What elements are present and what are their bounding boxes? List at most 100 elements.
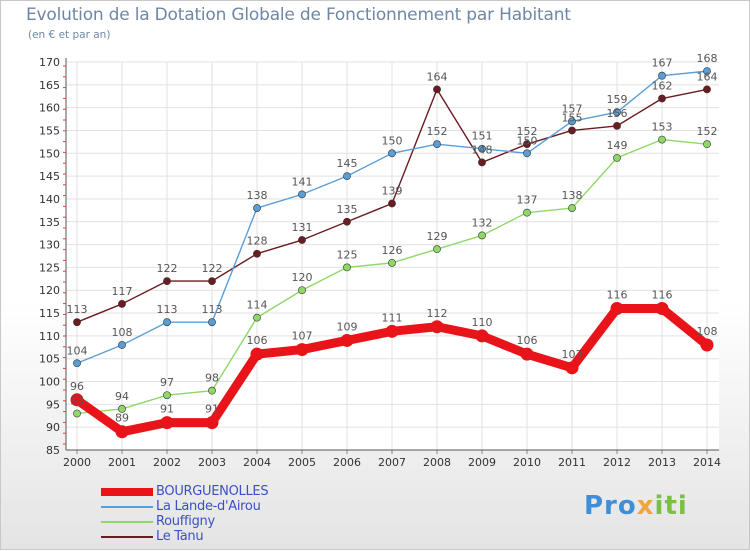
data-point [343,172,351,181]
y-tick-label: 110 [39,330,60,343]
y-tick-label: 95 [46,398,60,411]
data-label: 150 [517,134,538,147]
data-point [208,277,216,286]
data-point [568,126,576,135]
y-tick-label: 165 [39,79,60,92]
data-point [433,245,441,254]
y-tick-label: 150 [39,147,60,160]
data-label: 126 [382,244,403,257]
data-point [253,313,261,322]
y-tick-label: 160 [39,102,60,115]
data-label: 131 [292,221,313,234]
legend-item: Le Tanu [101,529,361,545]
data-point [613,122,621,130]
data-label: 122 [157,262,178,275]
data-point [523,149,531,158]
y-tick-label: 100 [39,376,60,389]
data-label: 148 [472,143,493,156]
data-label: 156 [607,107,628,120]
data-point [655,301,669,315]
y-tick-label: 145 [39,170,60,183]
legend-item: La Lande-d'Airou [101,499,361,515]
data-label: 93 [70,394,84,407]
data-point [475,329,489,343]
data-point [253,249,261,258]
legend-swatch [101,536,153,538]
data-label: 113 [202,303,223,316]
data-point [658,71,666,80]
data-point [610,301,624,315]
data-label: 128 [247,235,268,248]
data-label: 152 [427,125,448,138]
data-point [430,320,444,334]
data-point [478,231,486,240]
x-tick-label: 2001 [108,456,136,469]
data-label: 96 [70,380,84,393]
proxiti-logo: Proxiti [584,491,688,521]
legend-label: Le Tanu [156,529,204,544]
data-point [73,409,81,418]
data-point [118,300,126,308]
data-label: 113 [157,303,178,316]
data-label: 106 [517,334,538,347]
x-tick-label: 2009 [468,456,496,469]
data-point [700,338,714,352]
legend-swatch [101,506,153,508]
x-tick-label: 2007 [378,456,406,469]
data-point [568,117,576,126]
data-point [298,286,306,295]
data-label: 97 [160,376,174,389]
data-label: 138 [247,189,268,202]
data-label: 113 [67,303,88,316]
data-point [565,361,579,375]
data-point [160,416,174,430]
axes: 8590951001051101151201251301351401451501… [39,56,721,469]
data-point [658,135,666,144]
data-point [343,263,351,272]
y-tick-label: 135 [39,216,60,229]
y-tick-label: 125 [39,261,60,274]
data-point [118,405,126,413]
data-point [118,341,126,349]
data-label: 150 [382,134,403,147]
data-point [73,318,81,327]
data-label: 139 [382,185,403,198]
data-point [520,347,534,361]
x-tick-label: 2005 [288,456,316,469]
data-label: 120 [292,271,313,284]
data-point [613,153,621,162]
data-label: 108 [112,326,133,339]
data-label: 138 [562,189,583,202]
data-label: 125 [337,248,358,261]
data-point [613,108,621,117]
data-label: 145 [337,157,358,170]
y-tick-label: 115 [39,307,60,320]
data-point [478,158,486,167]
legend-swatch [101,521,153,523]
data-label: 162 [652,80,673,93]
data-point [115,425,129,439]
data-label: 151 [472,130,493,143]
data-point [523,140,531,149]
y-tick-label: 120 [39,284,60,297]
data-label: 112 [427,307,448,320]
x-tick-label: 2011 [558,456,586,469]
data-label: 153 [652,121,673,134]
data-point [163,277,171,286]
x-tick-label: 2012 [603,456,631,469]
data-point [163,318,171,327]
chart-title: Evolution de la Dotation Globale de Fonc… [26,5,571,25]
data-label: 152 [517,125,538,138]
data-point [523,208,531,217]
data-point [568,204,576,212]
y-tick-label: 105 [39,353,60,366]
data-label: 116 [652,288,673,301]
data-label: 149 [607,139,628,152]
data-label: 94 [115,390,129,403]
data-label: 114 [247,299,268,312]
data-label: 109 [337,320,358,333]
data-point [340,333,354,347]
data-point [205,416,219,430]
